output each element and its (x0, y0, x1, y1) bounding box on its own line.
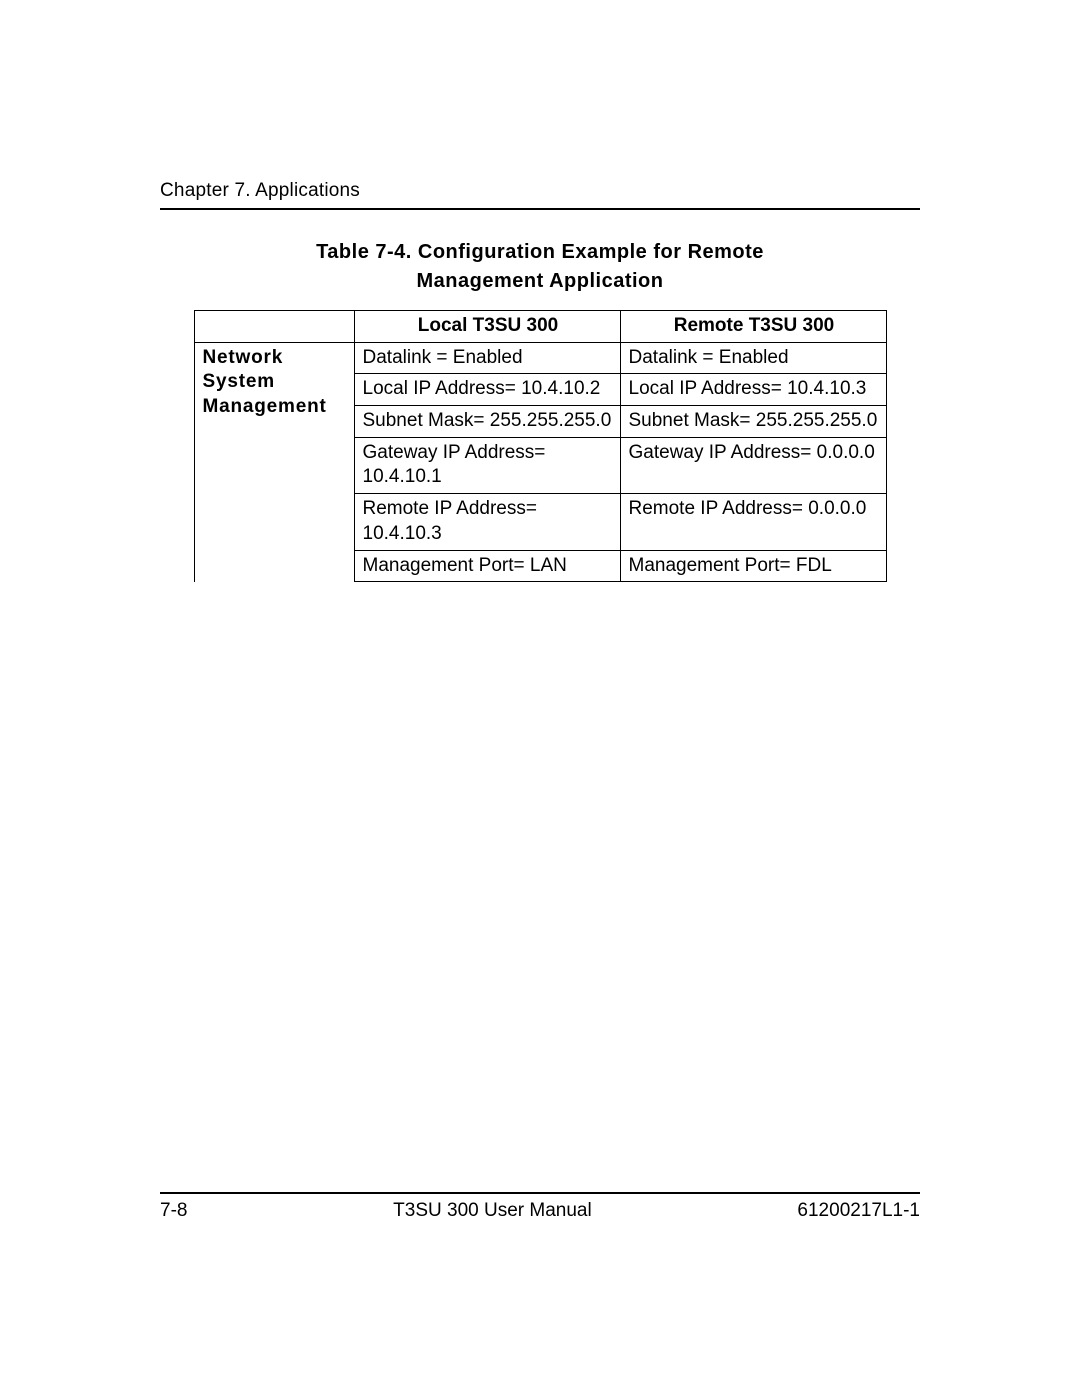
cell-local: Remote IP Address= 10.4.10.3 (354, 494, 620, 550)
col-header-local: Local T3SU 300 (354, 311, 620, 343)
cell-remote: Management Port= FDL (620, 550, 886, 582)
table-caption: Table 7-4. Configuration Example for Rem… (160, 238, 920, 296)
cell-remote: Datalink = Enabled (620, 342, 886, 374)
cell-local: Local IP Address= 10.4.10.2 (354, 374, 620, 406)
cell-local: Datalink = Enabled (354, 342, 620, 374)
cell-remote: Gateway IP Address= 0.0.0.0 (620, 437, 886, 493)
cell-remote: Remote IP Address= 0.0.0.0 (620, 494, 886, 550)
row-group-label: Network System Management (194, 342, 354, 582)
cell-remote: Subnet Mask= 255.255.255.0 (620, 406, 886, 438)
footer-page-number: 7-8 (160, 1200, 187, 1222)
cell-local: Subnet Mask= 255.255.255.0 (354, 406, 620, 438)
page-footer: 7-8 T3SU 300 User Manual 61200217L1-1 (160, 1192, 920, 1222)
footer-title: T3SU 300 User Manual (393, 1200, 592, 1222)
configuration-table: Local T3SU 300 Remote T3SU 300 Network S… (194, 310, 887, 582)
cell-local: Gateway IP Address= 10.4.10.1 (354, 437, 620, 493)
cell-remote: Local IP Address= 10.4.10.3 (620, 374, 886, 406)
caption-line-1: Table 7-4. Configuration Example for Rem… (316, 241, 764, 263)
document-page: Chapter 7. Applications Table 7-4. Confi… (0, 0, 1080, 1397)
table-header-row: Local T3SU 300 Remote T3SU 300 (194, 311, 886, 343)
chapter-header: Chapter 7. Applications (160, 180, 920, 210)
cell-local: Management Port= LAN (354, 550, 620, 582)
table-row: Network System Management Datalink = Ena… (194, 342, 886, 374)
col-header-blank (194, 311, 354, 343)
caption-line-2: Management Application (417, 270, 664, 292)
col-header-remote: Remote T3SU 300 (620, 311, 886, 343)
footer-doc-id: 61200217L1-1 (797, 1200, 920, 1222)
